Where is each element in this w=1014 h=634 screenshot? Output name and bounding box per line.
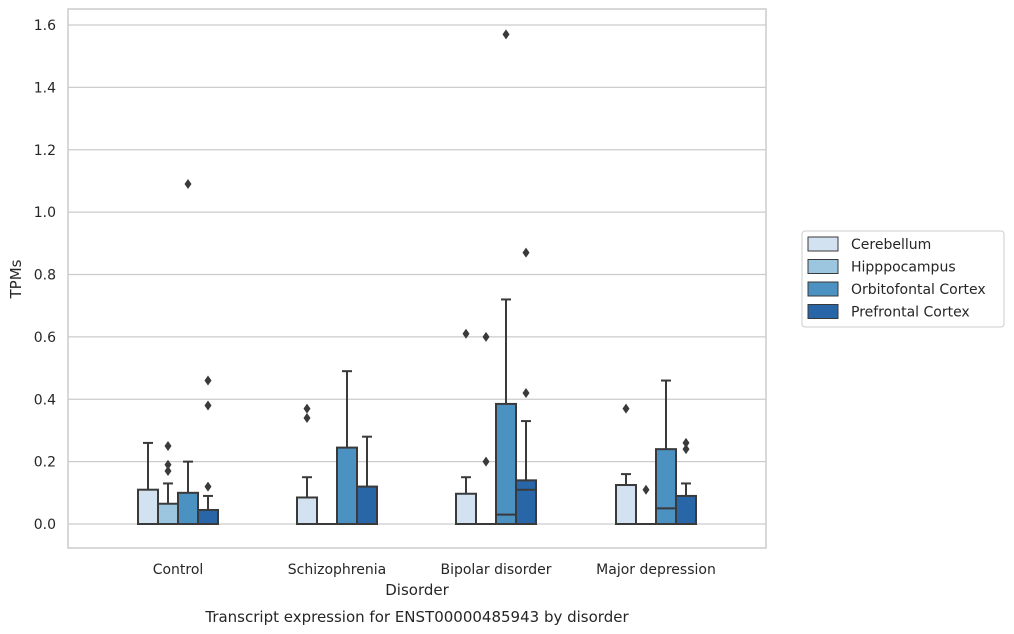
- y-tick-label: 0.2: [34, 455, 56, 471]
- box-group: [675, 437, 697, 525]
- box: [615, 484, 637, 525]
- box-group: [157, 441, 179, 525]
- box-group: [476, 331, 496, 525]
- outlier-point: [682, 444, 690, 455]
- box-group: [336, 370, 358, 526]
- y-tick-label: 0.4: [34, 392, 56, 408]
- outlier-point: [303, 403, 311, 414]
- legend-label: Cerebellum: [851, 237, 931, 253]
- outlier-point: [682, 437, 690, 448]
- box: [356, 485, 378, 526]
- outlier-point: [522, 247, 530, 258]
- y-tick-label: 1.6: [34, 18, 56, 34]
- legend-swatch: [807, 281, 839, 297]
- outlier-point: [303, 412, 311, 423]
- box-group: [655, 379, 677, 525]
- legend-label: Orbitofontal Cortex: [851, 282, 986, 298]
- box: [515, 479, 537, 525]
- x-tick-label: Control: [153, 562, 204, 578]
- box: [157, 502, 179, 525]
- x-axis-label: Disorder: [385, 581, 449, 599]
- y-tick-label: 0.0: [34, 517, 56, 533]
- box: [675, 494, 697, 525]
- outlier-point: [522, 388, 530, 399]
- outlier-point: [462, 328, 470, 339]
- box: [137, 488, 159, 526]
- y-tick-label: 0.6: [34, 330, 56, 346]
- box: [336, 446, 358, 526]
- box-group: [296, 403, 318, 526]
- box-group: [495, 29, 517, 526]
- y-axis-label: TPMs: [7, 259, 25, 299]
- y-tick-label: 1.2: [34, 143, 56, 159]
- x-tick-labels: Control Schizophrenia Bipolar disorder Majo…: [153, 562, 716, 578]
- box-group: [356, 435, 378, 526]
- legend-frame: [801, 230, 1005, 328]
- box-group: [636, 484, 656, 525]
- outlier-point: [204, 481, 212, 492]
- box: [495, 402, 517, 526]
- legend-swatch: [807, 304, 839, 319]
- plot-area-frame: [67, 8, 767, 549]
- outlier-point: [164, 459, 172, 470]
- box-group: [515, 247, 537, 525]
- boxes: [137, 29, 697, 526]
- outlier-point: [502, 29, 510, 40]
- outlier-point: [642, 484, 650, 495]
- outlier-point: [482, 331, 490, 342]
- outlier-point: [164, 465, 172, 476]
- legend: Cerebellum Hipppocampus Orbitofontal Corte…: [801, 230, 1005, 328]
- legend-swatch: [807, 236, 839, 252]
- x-tick-label: Bipolar disorder: [440, 562, 551, 578]
- outlier-point: [482, 456, 490, 467]
- outlier-point: [204, 400, 212, 411]
- outlier-point: [184, 179, 192, 190]
- y-tick-labels: 0.0 0.2 0.4 0.6 0.8 1.0 1.2 1.4 1.6: [34, 18, 56, 533]
- outlier-point: [164, 441, 172, 452]
- legend-label: Hipppocampus: [851, 260, 956, 276]
- outlier-point: [622, 403, 630, 414]
- box: [197, 508, 219, 526]
- box-group: [197, 375, 219, 526]
- y-tick-label: 1.0: [34, 205, 56, 221]
- box-group: [177, 179, 199, 525]
- x-tick-label: Major depression: [596, 562, 716, 578]
- box: [296, 496, 318, 526]
- x-tick-label: Schizophrenia: [288, 562, 386, 578]
- legend-swatch: [807, 259, 839, 274]
- box: [455, 492, 477, 526]
- y-tick-label: 0.8: [34, 268, 56, 284]
- box: [655, 448, 677, 525]
- chart-caption: Transcript expression for ENST0000048594…: [204, 608, 629, 626]
- box-group: [455, 328, 477, 526]
- box-group: [615, 403, 637, 525]
- box-group: [137, 441, 159, 526]
- box: [177, 491, 199, 525]
- outlier-point: [204, 375, 212, 386]
- legend-label: Prefrontal Cortex: [851, 305, 970, 321]
- y-tick-label: 1.4: [34, 80, 56, 96]
